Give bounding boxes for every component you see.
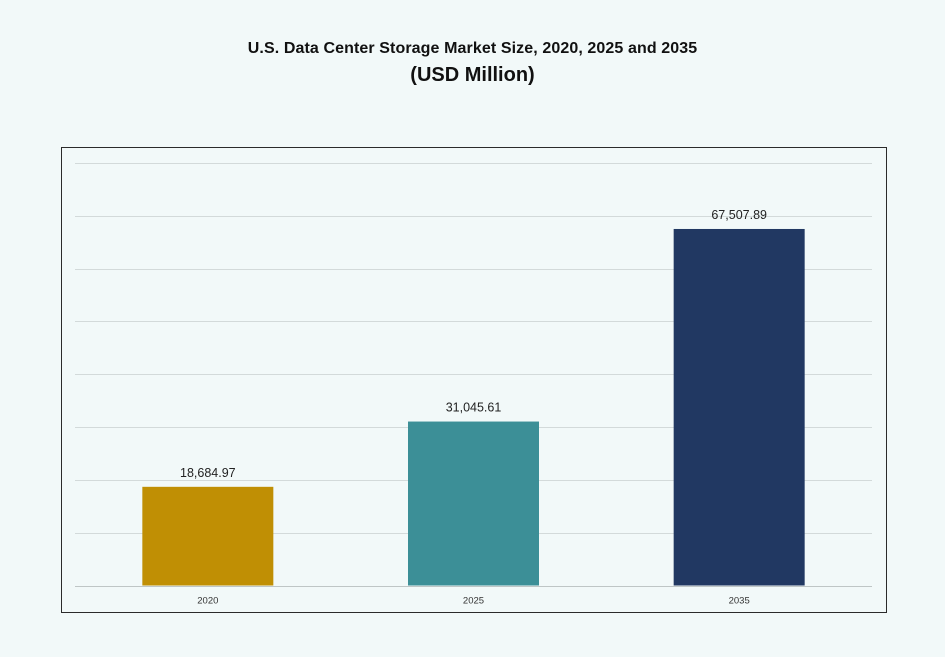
x-tick-label-2025: 2025	[463, 596, 484, 607]
x-tick-label-2020: 2020	[197, 596, 218, 607]
chart-subtitle: (USD Million)	[410, 64, 535, 86]
bar-2020	[142, 486, 274, 586]
data-label-2035: 67,507.89	[711, 208, 767, 222]
bar-2025	[408, 421, 539, 586]
bar-2035	[673, 228, 805, 586]
x-tick-label-2035: 2035	[729, 596, 750, 607]
data-label-2025: 31,045.61	[446, 401, 502, 415]
chart-title: U.S. Data Center Storage Market Size, 20…	[247, 40, 698, 57]
data-label-2020: 18,684.97	[180, 466, 236, 480]
